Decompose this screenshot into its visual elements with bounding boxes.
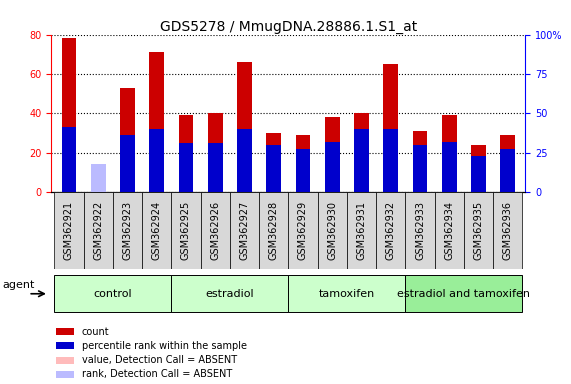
Bar bbox=[384, 129, 398, 192]
Text: GSM362931: GSM362931 bbox=[356, 201, 367, 260]
Bar bbox=[171, 275, 288, 312]
Bar bbox=[500, 135, 515, 192]
Bar bbox=[354, 129, 369, 192]
Text: GSM362934: GSM362934 bbox=[444, 201, 455, 260]
Text: count: count bbox=[82, 327, 109, 337]
Bar bbox=[57, 371, 74, 378]
Bar bbox=[267, 133, 281, 192]
Text: GSM362935: GSM362935 bbox=[473, 201, 484, 260]
Text: control: control bbox=[94, 289, 132, 299]
Bar bbox=[317, 192, 347, 269]
Text: GSM362928: GSM362928 bbox=[269, 201, 279, 260]
Text: GSM362932: GSM362932 bbox=[386, 201, 396, 260]
Bar bbox=[500, 149, 515, 192]
Bar bbox=[230, 192, 259, 269]
Bar bbox=[464, 192, 493, 269]
Bar bbox=[384, 64, 398, 192]
Bar bbox=[296, 135, 310, 192]
Bar bbox=[57, 343, 74, 349]
Bar bbox=[405, 192, 435, 269]
Text: value, Detection Call = ABSENT: value, Detection Call = ABSENT bbox=[82, 355, 236, 365]
Text: estradiol: estradiol bbox=[206, 289, 254, 299]
Bar bbox=[435, 192, 464, 269]
Bar bbox=[150, 129, 164, 192]
Bar bbox=[171, 192, 200, 269]
Bar bbox=[54, 192, 83, 269]
Bar bbox=[54, 275, 171, 312]
Bar bbox=[493, 192, 522, 269]
Bar bbox=[288, 192, 317, 269]
Bar bbox=[267, 145, 281, 192]
Text: GSM362930: GSM362930 bbox=[327, 201, 337, 260]
Bar bbox=[237, 62, 252, 192]
Bar bbox=[57, 328, 74, 335]
Bar bbox=[442, 115, 457, 192]
Bar bbox=[91, 164, 106, 192]
Bar bbox=[142, 192, 171, 269]
Text: GSM362926: GSM362926 bbox=[210, 201, 220, 260]
Bar bbox=[62, 127, 77, 192]
Bar bbox=[354, 113, 369, 192]
Bar bbox=[120, 135, 135, 192]
Text: GSM362923: GSM362923 bbox=[122, 201, 132, 260]
Bar bbox=[179, 115, 193, 192]
Text: GSM362929: GSM362929 bbox=[298, 201, 308, 260]
Bar bbox=[150, 52, 164, 192]
Text: GSM362925: GSM362925 bbox=[181, 201, 191, 260]
Bar bbox=[296, 149, 310, 192]
Text: agent: agent bbox=[3, 280, 35, 290]
Bar bbox=[442, 142, 457, 192]
Text: GSM362933: GSM362933 bbox=[415, 201, 425, 260]
Text: estradiol and tamoxifen: estradiol and tamoxifen bbox=[397, 289, 530, 299]
Bar bbox=[208, 113, 223, 192]
Bar bbox=[120, 88, 135, 192]
Bar bbox=[288, 275, 405, 312]
Bar bbox=[471, 145, 486, 192]
Text: tamoxifen: tamoxifen bbox=[319, 289, 375, 299]
Text: GSM362922: GSM362922 bbox=[93, 201, 103, 260]
Title: GDS5278 / MmugDNA.28886.1.S1_at: GDS5278 / MmugDNA.28886.1.S1_at bbox=[160, 20, 417, 33]
Bar bbox=[405, 275, 522, 312]
Bar bbox=[200, 192, 230, 269]
Bar bbox=[83, 192, 113, 269]
Bar bbox=[259, 192, 288, 269]
Bar bbox=[413, 145, 427, 192]
Bar bbox=[208, 143, 223, 192]
Bar bbox=[179, 143, 193, 192]
Bar bbox=[471, 156, 486, 192]
Bar bbox=[237, 129, 252, 192]
Bar bbox=[57, 357, 74, 364]
Text: GSM362936: GSM362936 bbox=[503, 201, 513, 260]
Text: GSM362927: GSM362927 bbox=[239, 201, 250, 260]
Bar bbox=[325, 142, 340, 192]
Text: percentile rank within the sample: percentile rank within the sample bbox=[82, 341, 247, 351]
Bar bbox=[113, 192, 142, 269]
Bar bbox=[413, 131, 427, 192]
Bar bbox=[376, 192, 405, 269]
Bar bbox=[347, 192, 376, 269]
Text: rank, Detection Call = ABSENT: rank, Detection Call = ABSENT bbox=[82, 369, 232, 379]
Bar bbox=[62, 38, 77, 192]
Text: GSM362924: GSM362924 bbox=[152, 201, 162, 260]
Text: GSM362921: GSM362921 bbox=[64, 201, 74, 260]
Bar bbox=[325, 117, 340, 192]
